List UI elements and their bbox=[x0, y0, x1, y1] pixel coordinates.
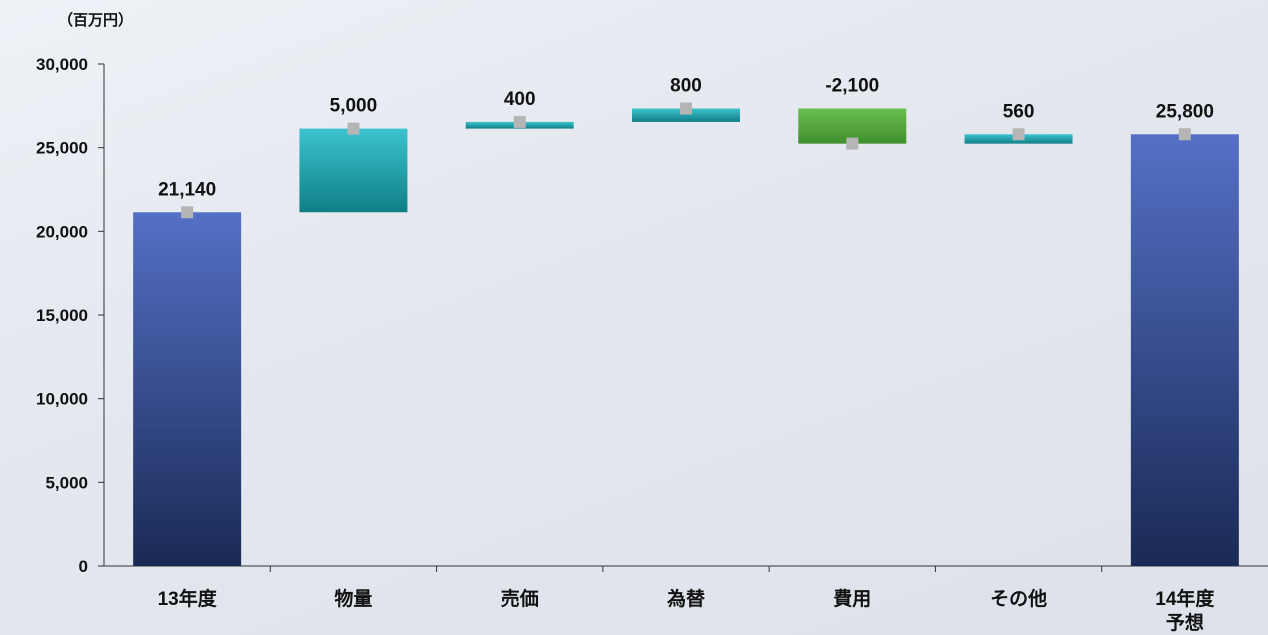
data-label: 25,800 bbox=[1156, 101, 1214, 122]
data-label: 21,140 bbox=[158, 179, 216, 200]
data-label: 800 bbox=[670, 76, 702, 97]
y-tick-label: 20,000 bbox=[36, 222, 88, 241]
y-tick-label: 10,000 bbox=[36, 390, 88, 409]
category-label: 物量 bbox=[334, 587, 372, 610]
y-tick-label: 0 bbox=[79, 557, 88, 576]
data-label: 400 bbox=[504, 89, 536, 110]
data-label: -2,100 bbox=[825, 76, 879, 97]
y-tick-label: 5,000 bbox=[45, 473, 88, 492]
y-tick-label: 25,000 bbox=[36, 139, 88, 158]
data-label: 5,000 bbox=[330, 96, 378, 117]
bar-3 bbox=[632, 108, 740, 122]
unit-label: （百万円） bbox=[58, 11, 133, 29]
labels: 21,140 13年度 5,000 物量 400 売価 800 為替 -2,100 費用 560 その… bbox=[158, 76, 1216, 634]
cumulative-marker bbox=[1178, 128, 1191, 141]
cumulative-marker bbox=[680, 102, 692, 115]
category-label: 14年度 bbox=[1155, 587, 1215, 610]
data-label: 560 bbox=[1003, 101, 1035, 122]
y-tick-label: 30,000 bbox=[36, 55, 88, 74]
cumulative-marker bbox=[846, 137, 859, 150]
y-tick-label: 15,000 bbox=[36, 306, 88, 325]
cumulative-marker bbox=[513, 115, 526, 128]
bar-1 bbox=[299, 128, 408, 213]
category-label: 売価 bbox=[501, 587, 539, 610]
bar-6 bbox=[1130, 134, 1239, 566]
bar-0 bbox=[133, 212, 242, 567]
bars bbox=[133, 102, 1239, 567]
category-label: 費用 bbox=[833, 587, 871, 610]
category-label: その他 bbox=[990, 587, 1047, 610]
category-label: 予想 bbox=[1166, 611, 1204, 634]
category-label: 13年度 bbox=[158, 587, 218, 610]
category-label: 為替 bbox=[667, 587, 706, 610]
axes: 0 5,000 10,000 15,000 20,000 25,000 30,000 bbox=[36, 55, 1268, 576]
cumulative-marker bbox=[347, 122, 360, 135]
cumulative-marker bbox=[181, 206, 194, 219]
cumulative-marker bbox=[1012, 128, 1025, 141]
